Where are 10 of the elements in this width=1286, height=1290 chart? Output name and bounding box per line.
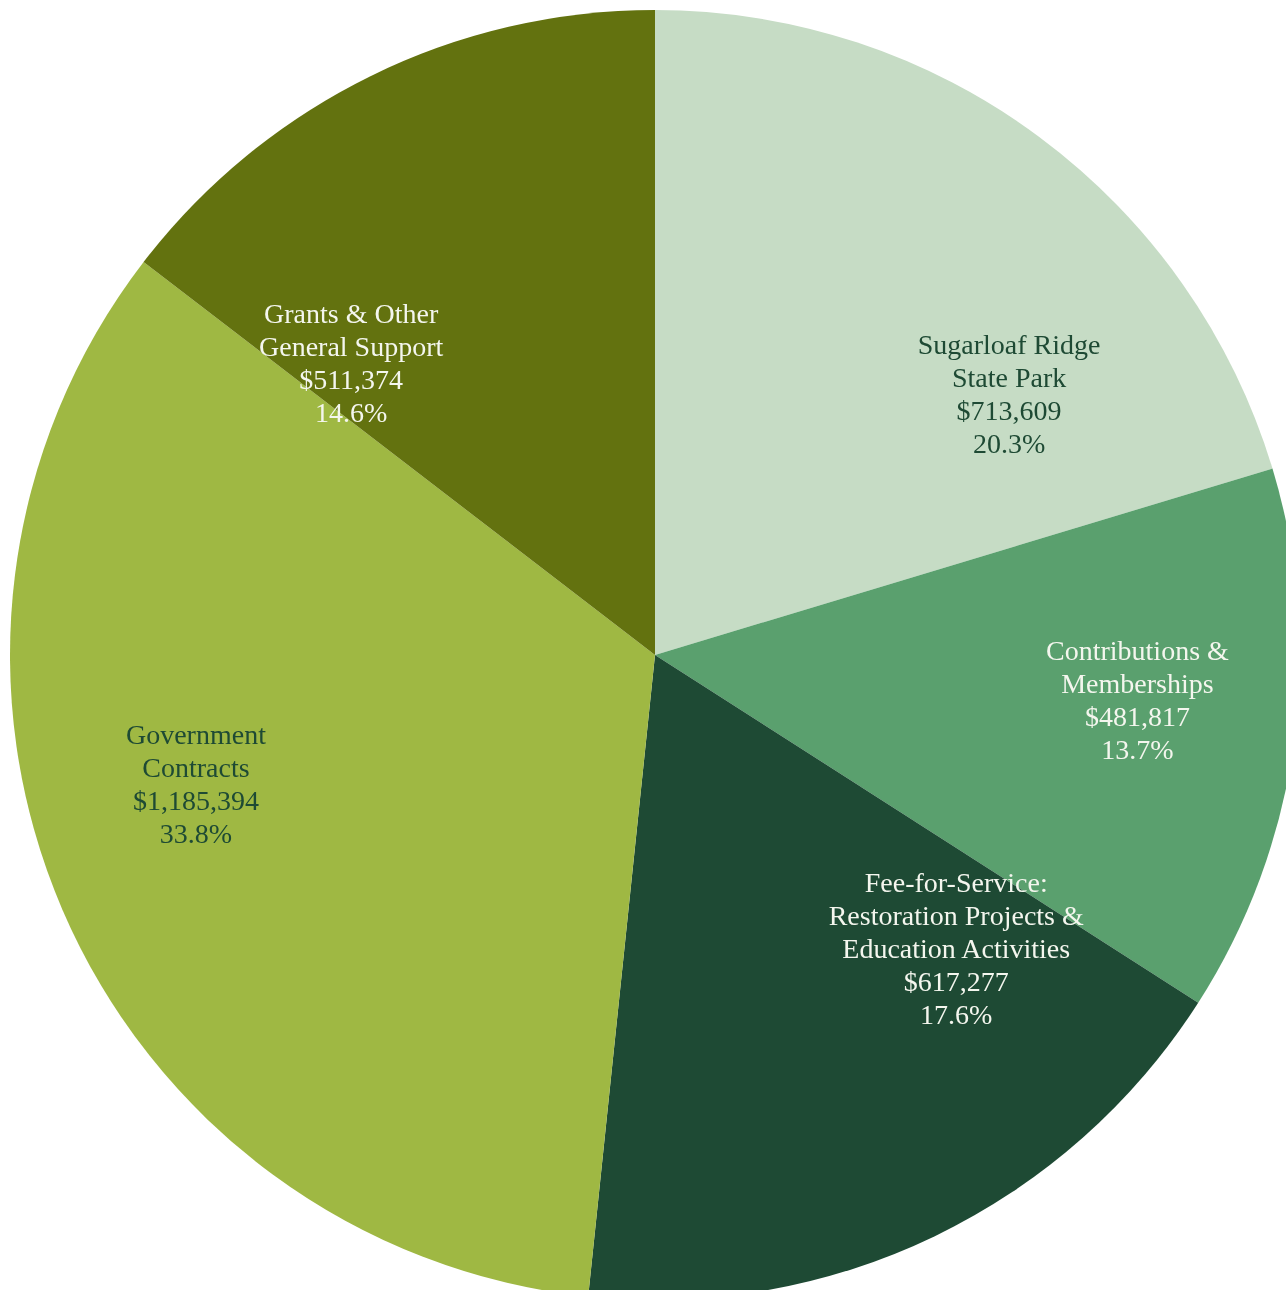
slice-label: Sugarloaf Ridge State Park [917,328,1101,393]
slice-label: Contributions & Memberships [1046,634,1230,699]
data-label: $617,277 17.6% [903,965,1009,1030]
slice-label: Fee-for-Service: Restoration Projects & Education Activities [828,866,1084,964]
slice-label: Grants & Other General Support [259,298,444,363]
data-label: $481,817 13.7% [1084,700,1190,765]
slice-label: Government Contracts [125,718,267,783]
data-label: $713,609 20.3% [956,394,1062,459]
data-label: $511,374 14.6% [299,364,404,429]
data-label: $1,185,394 33.8% [132,784,259,849]
